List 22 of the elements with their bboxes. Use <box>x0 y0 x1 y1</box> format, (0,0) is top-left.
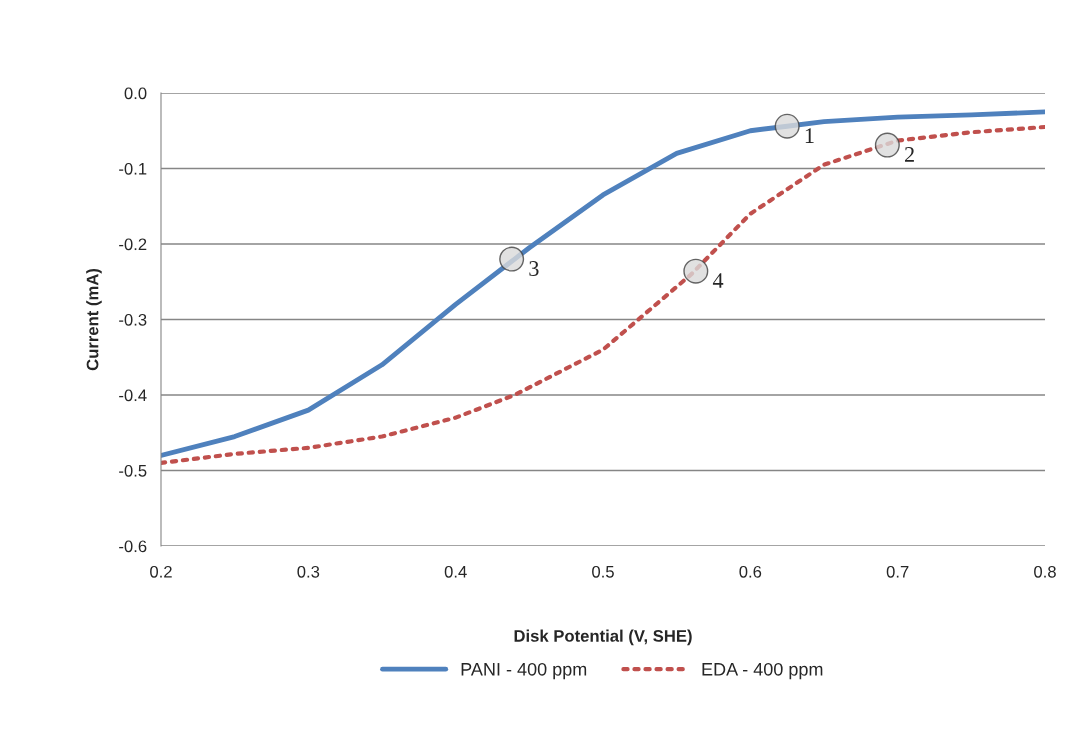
annotation: 1 <box>805 128 814 143</box>
y-axis-title: Current (mA) <box>86 268 102 371</box>
legend-label: PANI - 400 ppm <box>461 662 587 680</box>
x-tick-label: 0.4 <box>444 565 467 578</box>
legend-label: EDA - 400 ppm <box>702 662 823 680</box>
y-tick-label: 0.0 <box>124 87 147 100</box>
x-tick-label: 0.7 <box>886 565 909 578</box>
annotation: 3 <box>529 261 539 276</box>
annotation: 4 <box>712 273 724 288</box>
x-tick-label: 0.3 <box>297 565 320 578</box>
x-tick-label: 0.2 <box>150 565 172 578</box>
y-tick-label: -0.3 <box>119 313 147 326</box>
y-tick-label: -0.4 <box>119 389 147 402</box>
y-tick-label: -0.2 <box>119 238 147 251</box>
x-tick-label: 0.5 <box>592 565 614 578</box>
y-tick-label: -0.6 <box>119 540 147 553</box>
x-tick-label: 0.8 <box>1034 565 1056 578</box>
y-tick-label: -0.1 <box>119 162 147 175</box>
x-axis-title: Disk Potential (V, SHE) <box>514 629 692 646</box>
annotation: 2 <box>905 147 914 162</box>
y-tick-label: -0.5 <box>119 464 147 477</box>
x-tick-label: 0.6 <box>739 565 762 578</box>
